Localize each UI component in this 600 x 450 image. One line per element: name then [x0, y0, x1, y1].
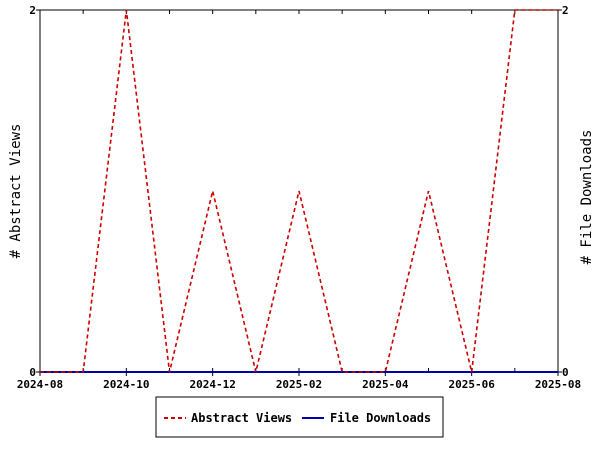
- series-layer: [40, 9, 558, 373]
- x-tick-label: 2024-12: [189, 378, 235, 391]
- y-axis-right-title: # File Downloads: [579, 130, 595, 265]
- y-left-tick-label: 0: [29, 366, 36, 379]
- x-tick-label: 2025-04: [362, 378, 409, 391]
- y-axis-ticks: 0 2 0 2: [29, 4, 568, 379]
- y-left-tick-label: 2: [29, 4, 36, 17]
- x-tick-label: 2025-08: [535, 378, 581, 391]
- y-right-tick-label: 2: [562, 4, 569, 17]
- y-axis-left-title: # Abstract Views: [8, 124, 24, 259]
- x-tick-label: 2025-02: [276, 378, 322, 391]
- legend: Abstract Views File Downloads: [155, 396, 444, 438]
- y-right-tick-label: 0: [562, 366, 569, 379]
- legend-label-file-downloads: File Downloads: [330, 411, 431, 425]
- legend-box: [155, 396, 444, 438]
- legend-label-abstract-views: Abstract Views: [191, 411, 292, 425]
- x-tick-label: 2024-10: [103, 378, 149, 391]
- series-line-abstract-views: [40, 9, 558, 373]
- x-tick-label: 2025-06: [448, 378, 495, 391]
- x-tick-label: 2024-08: [17, 378, 63, 391]
